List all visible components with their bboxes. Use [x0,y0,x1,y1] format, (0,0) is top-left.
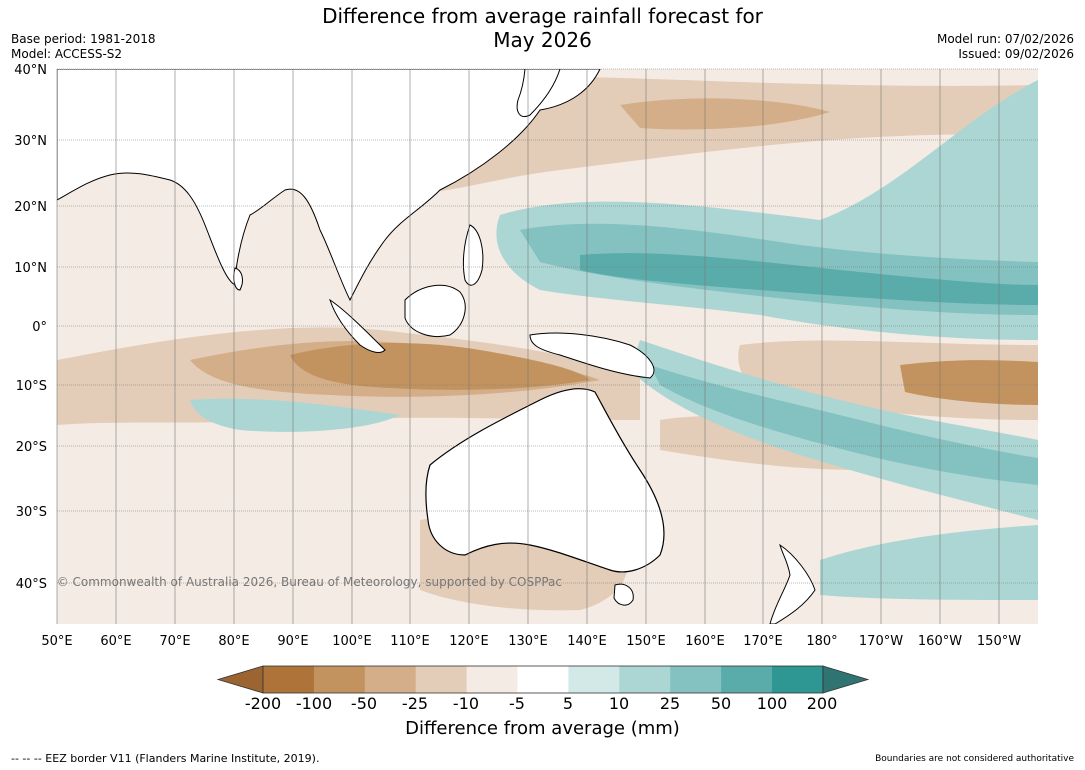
colorbar-segment [263,666,315,693]
colorbar-tick: 200 [807,694,838,713]
lon-label: 90°E [277,634,308,649]
lat-label: 30°S [16,505,47,520]
colorbar-extend-low [216,665,264,694]
lat-label: 0° [32,320,47,335]
lon-label: 170°E [743,634,783,649]
colorbar-tick: -50 [351,694,377,713]
base-period: Base period: 1981-2018 [11,32,156,46]
lon-label: 50°E [41,634,72,649]
dry-core-south-pacific [900,360,1038,405]
boundaries-note: Boundaries are not considered authoritat… [875,754,1074,764]
dry-core-maritime [290,343,590,390]
colorbar-segment [670,666,722,693]
lon-label: 80°E [218,634,249,649]
wet-core-north-pacific-2 [580,253,1038,305]
colorbar-label: Difference from average (mm) [405,718,680,739]
lon-label: 100°E [332,634,372,649]
issued-date: Issued: 09/02/2026 [958,47,1074,61]
lon-label: 60°E [100,634,131,649]
lon-label: 110°E [390,634,430,649]
lon-label: 70°E [159,634,190,649]
lat-label: 10°S [16,379,47,394]
lat-label: 40°S [16,577,47,592]
land-tasmania [613,583,634,606]
colorbar-segment [772,666,824,693]
colorbar-extend-high [822,665,870,694]
wet-core-spcz [650,365,1038,485]
colorbar-tick: -5 [509,694,525,713]
lon-label: 140°E [567,634,607,649]
land-borneo [404,284,466,337]
lon-label: 160°E [685,634,725,649]
lat-label: 20°N [14,200,47,215]
dry-band-north-core [620,98,830,130]
lat-label: 20°S [16,440,47,455]
eez-note: -- -- -- EEZ border V11 (Flanders Marine… [11,752,320,765]
colorbar-tick: -25 [402,694,428,713]
land-asia [57,69,601,302]
graticule [57,68,1038,584]
land-philippines [462,224,484,286]
rainfall-map: © Commonwealth of Australia 2026, Bureau… [14,63,1038,649]
wet-band-indian-south [190,398,400,432]
title-line2: May 2026 [493,28,592,52]
meridians [56,69,1000,624]
model-run: Model run: 07/02/2026 [936,32,1074,46]
title-line1: Difference from average rainfall forecas… [322,4,763,28]
copyright-notice: © Commonwealth of Australia 2026, Bureau… [57,575,562,589]
colorbar-segment [313,666,366,693]
colorbar-tick: 25 [660,694,680,713]
land-new-guinea [529,332,655,379]
wet-band-tasman [820,525,1038,600]
land-australia [425,388,665,573]
longitude-labels: 50°E 60°E 70°E 80°E 90°E 100°E 110°E 120… [41,634,1021,649]
colorbar-segment [364,666,417,693]
model-name: Model: ACCESS-S2 [11,47,123,61]
colorbar-segment [721,666,773,693]
dry-band-north [400,77,1038,193]
colorbar-tick: 100 [757,694,788,713]
lon-label: 120°E [449,634,489,649]
lat-label: 40°N [14,63,47,78]
colorbar-tick: 50 [711,694,731,713]
colorbar-segment [619,666,671,693]
meta-left: Base period: 1981-2018 Model: ACCESS-S2 [11,32,156,62]
lat-label: 10°N [14,261,47,276]
colorbar-segment [415,666,468,693]
lon-label: 130°E [508,634,548,649]
colorbar-tick: -10 [453,694,479,713]
colorbar-segment [517,666,569,693]
latitude-labels: 40°N 30°N 20°N 10°N 0° 10°S 20°S 30°S 40… [14,63,47,592]
lon-label: 160°W [918,634,962,649]
lat-label: 30°N [14,134,47,149]
lon-label: 180° [806,634,837,649]
colorbar-ticks: -200 -100 -50 -25 -10 -5 5 10 25 50 100 … [245,694,837,713]
map-title: Difference from average rainfall forecas… [0,4,1085,52]
map-field [57,69,1038,624]
colorbar-tick: -100 [296,694,332,713]
lon-label: 150°W [977,634,1021,649]
colorbar-segment [466,666,518,693]
colorbar-tick: 10 [609,694,629,713]
colorbar-outline [262,665,824,694]
meta-right: Model run: 07/02/2026 Issued: 09/02/2026 [937,32,1074,62]
colorbar-tick: -200 [245,694,281,713]
colorbar-tick: 5 [563,694,573,713]
land-new-zealand [769,543,816,624]
colorbar-segment [568,666,620,693]
lon-label: 170°W [859,634,903,649]
lon-label: 150°E [626,634,666,649]
colorbar-segments [216,665,870,694]
